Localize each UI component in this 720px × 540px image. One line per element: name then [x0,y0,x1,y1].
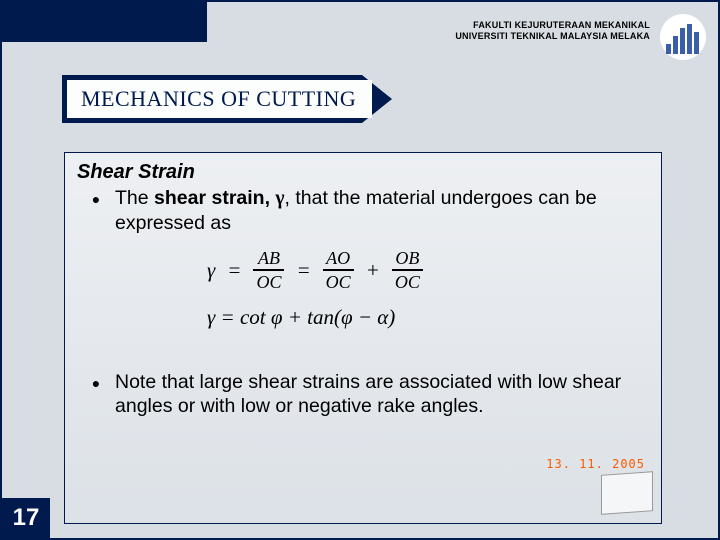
frac1-num: AB [255,249,283,267]
frac2-num: AO [323,249,353,267]
page-fold-icon [601,471,653,515]
bullet-1-sym: γ [275,188,284,209]
header-line-2: UNIVERSITI TEKNIKAL MALAYSIA MELAKA [455,31,650,41]
bullet-2: ● Note that large shear strains are asso… [77,370,649,418]
frac1-den: OC [253,273,284,291]
fraction-2: AO OC [323,249,354,291]
frac2-den: OC [323,273,354,291]
bullet-1-a: The [115,187,154,209]
bullet-1: ● The shear strain, γ, that the material… [77,186,649,235]
bullet-dot-icon: ● [77,186,115,235]
header-line-1: FAKULTI KEJURUTERAAN MEKANIKAL [473,20,650,30]
slide-title: MECHANICS OF CUTTING [67,80,372,118]
equation-block: γ = AB OC = AO OC + OB OC γ = cot φ + ta… [207,249,447,330]
logo-bars-icon [666,20,700,54]
bullet-2-text: Note that large shear strains are associ… [115,370,649,418]
equation-2: γ = cot φ + tan(φ − α) [207,305,447,330]
bullet-1-b: shear strain, [154,187,275,209]
frac3-num: OB [392,249,422,267]
eq-gamma: γ [207,258,215,283]
bullet-dot-icon: ● [77,370,115,418]
eq-equals-2: = [292,258,314,283]
bullet-1-text: The shear strain, γ, that the material u… [115,186,649,235]
photo-date: 13. 11. 2005 [546,457,645,471]
equation-1: γ = AB OC = AO OC + OB OC [207,249,447,291]
corner-block [2,2,207,42]
fraction-3: OB OC [392,249,423,291]
eq-plus: + [362,258,384,283]
page-number: 17 [2,498,50,538]
eq-equals: = [223,258,245,283]
content-box: Shear Strain ● The shear strain, γ, that… [64,152,662,524]
institution-logo [660,14,706,60]
section-heading: Shear Strain [77,161,649,184]
frac3-den: OC [392,273,423,291]
fraction-1: AB OC [253,249,284,291]
title-banner: MECHANICS OF CUTTING [62,75,407,123]
